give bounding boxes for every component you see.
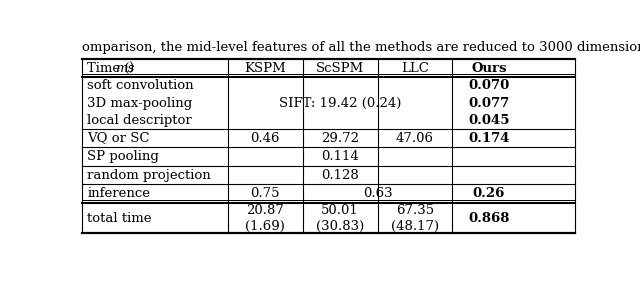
Text: 0.868: 0.868 bbox=[468, 212, 509, 224]
Text: 0.128: 0.128 bbox=[321, 168, 359, 182]
Text: 20.87
(1.69): 20.87 (1.69) bbox=[245, 204, 285, 233]
Text: 29.72: 29.72 bbox=[321, 132, 359, 144]
Text: SIFT: 19.42 (0.24): SIFT: 19.42 (0.24) bbox=[279, 97, 401, 110]
Text: SP pooling: SP pooling bbox=[88, 150, 159, 163]
Text: 0.75: 0.75 bbox=[250, 187, 280, 200]
Text: 50.01
(30.83): 50.01 (30.83) bbox=[316, 204, 364, 233]
Text: 0.077: 0.077 bbox=[468, 97, 509, 110]
Text: Ours: Ours bbox=[471, 62, 507, 75]
Text: Time (: Time ( bbox=[88, 62, 130, 75]
Text: local descriptor: local descriptor bbox=[88, 114, 192, 127]
Text: 0.070: 0.070 bbox=[468, 79, 509, 92]
Text: omparison, the mid-level features of all the methods are reduced to 3000 dimensi: omparison, the mid-level features of all… bbox=[83, 41, 640, 54]
Text: soft convolution: soft convolution bbox=[88, 79, 194, 92]
Text: ScSPM: ScSPM bbox=[316, 62, 364, 75]
Text: inference: inference bbox=[88, 187, 150, 200]
Text: LLC: LLC bbox=[401, 62, 429, 75]
Text: 0.46: 0.46 bbox=[250, 132, 280, 144]
Text: 3D max-pooling: 3D max-pooling bbox=[88, 97, 193, 110]
Text: KSPM: KSPM bbox=[244, 62, 286, 75]
Text: total time: total time bbox=[88, 212, 152, 224]
Text: 47.06: 47.06 bbox=[396, 132, 434, 144]
Text: ): ) bbox=[129, 62, 134, 75]
Text: 0.174: 0.174 bbox=[468, 132, 510, 144]
Text: 0.114: 0.114 bbox=[321, 150, 359, 163]
Text: 0.045: 0.045 bbox=[468, 114, 510, 127]
Text: 0.63: 0.63 bbox=[363, 187, 392, 200]
Text: random projection: random projection bbox=[88, 168, 211, 182]
Text: 67.35
(48.17): 67.35 (48.17) bbox=[391, 204, 439, 233]
Text: ms: ms bbox=[115, 62, 134, 75]
Text: 0.26: 0.26 bbox=[473, 187, 505, 200]
Text: VQ or SC: VQ or SC bbox=[88, 132, 150, 144]
